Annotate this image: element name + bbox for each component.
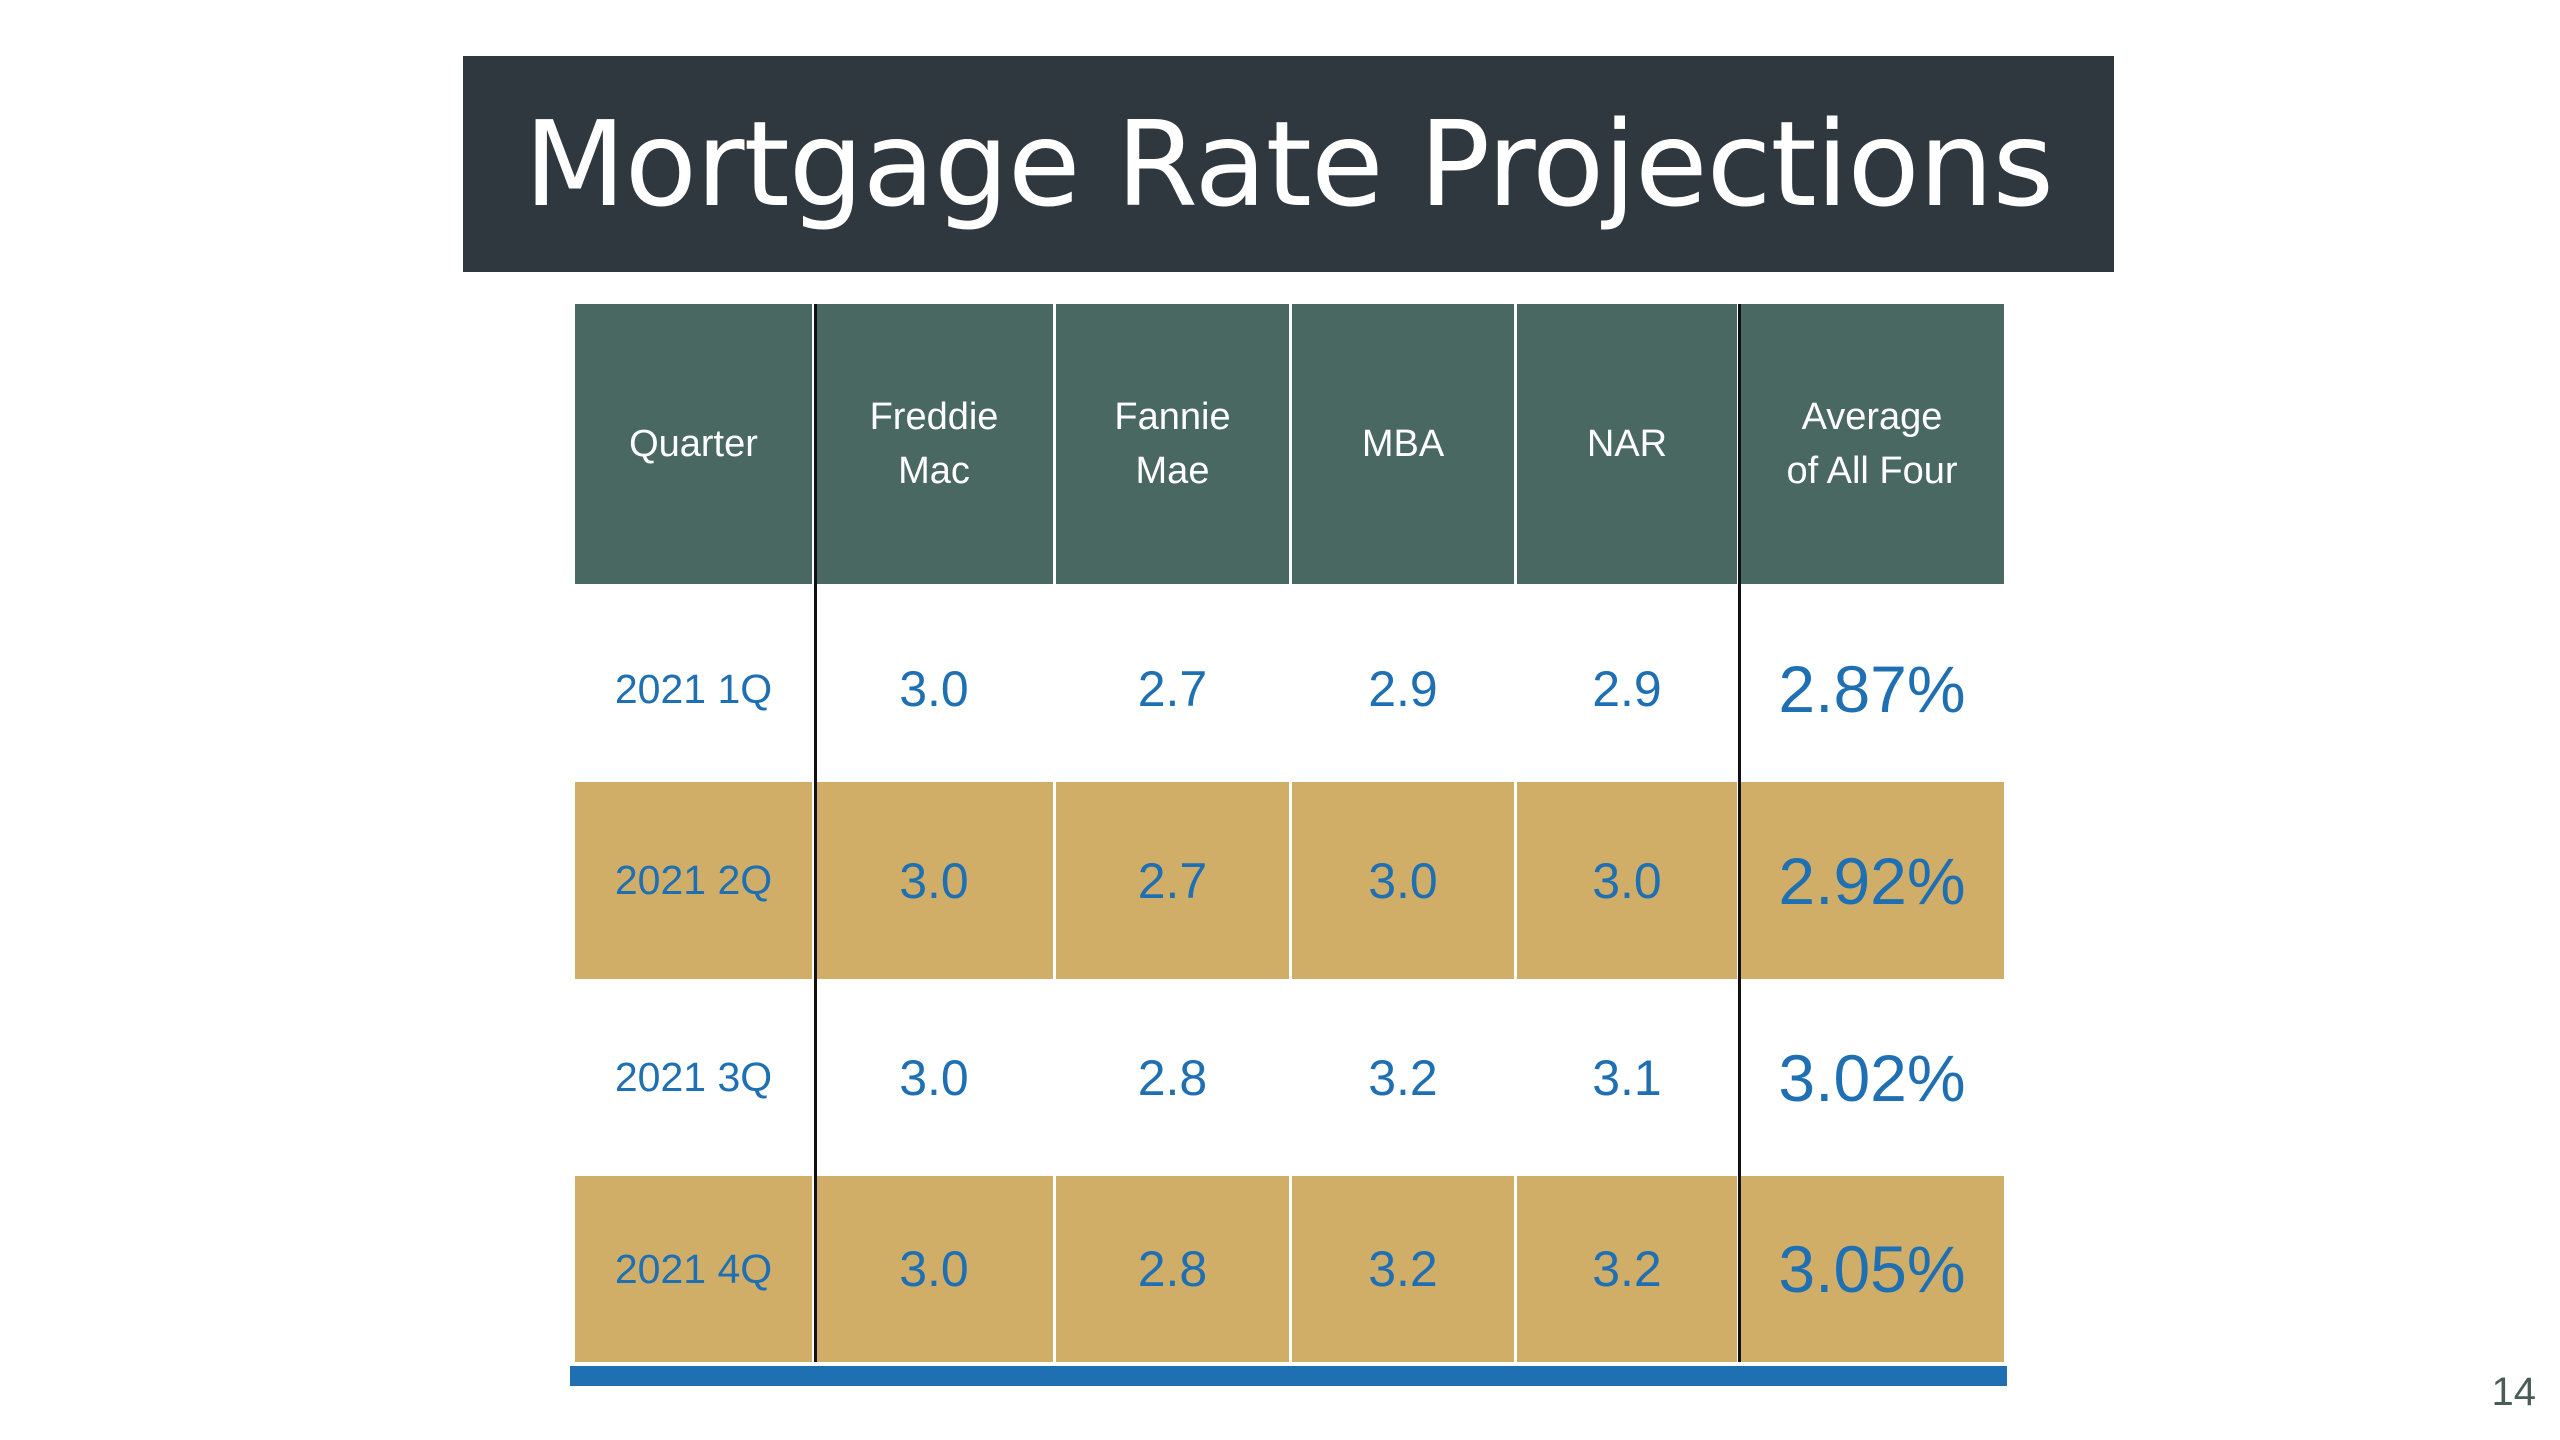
page-number: 14 bbox=[2491, 1370, 2537, 1414]
header-quarter: Quarter bbox=[575, 304, 815, 584]
table-row: 2021 2Q 3.0 2.7 3.0 3.0 2.92% bbox=[575, 782, 2004, 979]
table-header-row: Quarter Freddie Mac Fannie Mae MBA NAR Ave… bbox=[575, 304, 2004, 584]
nar-cell: 2.9 bbox=[1517, 596, 1740, 782]
nar-cell: 3.0 bbox=[1517, 782, 1740, 979]
nar-cell: 3.1 bbox=[1517, 979, 1740, 1176]
header-freddie-mac: Freddie Mac bbox=[815, 304, 1056, 584]
header-average: Average of All Four bbox=[1786, 396, 1958, 492]
mba-cell: 2.9 bbox=[1292, 596, 1517, 782]
quarter-cell: 2021 4Q bbox=[575, 1176, 815, 1362]
mba-cell: 3.0 bbox=[1292, 782, 1517, 979]
fannie-mae-cell: 2.7 bbox=[1056, 782, 1292, 979]
quarter-divider-line bbox=[814, 304, 817, 1362]
average-cell: 2.92% bbox=[1778, 843, 1966, 918]
quarter-cell: 2021 2Q bbox=[575, 782, 815, 979]
table-bottom-rule bbox=[570, 1366, 2007, 1386]
title-bar: Mortgage Rate Projections bbox=[463, 56, 2114, 272]
freddie-mac-cell: 3.0 bbox=[815, 1176, 1056, 1362]
header-nar: NAR bbox=[1517, 304, 1740, 584]
quarter-cell: 2021 3Q bbox=[575, 979, 815, 1176]
average-cell: 3.05% bbox=[1778, 1232, 1966, 1306]
table-row: 2021 4Q 3.0 2.8 3.2 3.2 3.05% bbox=[575, 1176, 2004, 1362]
table-row: 2021 3Q 3.0 2.8 3.2 3.1 3.02% bbox=[575, 979, 2004, 1176]
slide-title: Mortgage Rate Projections bbox=[523, 95, 2054, 233]
header-fannie-mae: Fannie Mae bbox=[1056, 304, 1292, 584]
fannie-mae-cell: 2.8 bbox=[1056, 1176, 1292, 1362]
rate-projection-table: Quarter Freddie Mac Fannie Mae MBA NAR Ave… bbox=[575, 304, 2004, 1362]
mba-cell: 3.2 bbox=[1292, 1176, 1517, 1362]
header-mba: MBA bbox=[1292, 304, 1517, 584]
freddie-mac-cell: 3.0 bbox=[815, 782, 1056, 979]
average-cell: 3.02% bbox=[1778, 1040, 1966, 1115]
mba-cell: 3.2 bbox=[1292, 979, 1517, 1176]
average-cell: 2.87% bbox=[1778, 652, 1966, 726]
fannie-mae-cell: 2.8 bbox=[1056, 979, 1292, 1176]
table-row: 2021 1Q 3.0 2.7 2.9 2.9 2.87% bbox=[575, 596, 2004, 782]
freddie-mac-cell: 3.0 bbox=[815, 596, 1056, 782]
nar-cell: 3.2 bbox=[1517, 1176, 1740, 1362]
fannie-mae-cell: 2.7 bbox=[1056, 596, 1292, 782]
quarter-cell: 2021 1Q bbox=[575, 596, 815, 782]
average-divider-line bbox=[1738, 304, 1741, 1362]
freddie-mac-cell: 3.0 bbox=[815, 979, 1056, 1176]
